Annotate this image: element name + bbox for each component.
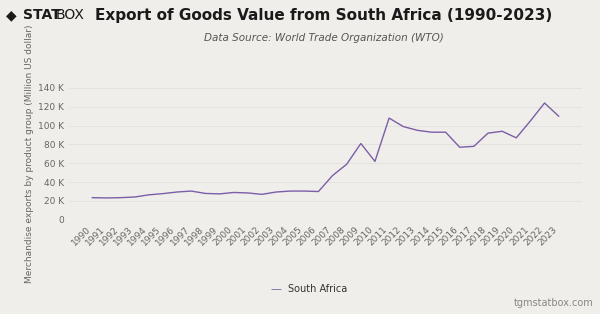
Text: tgmstatbox.com: tgmstatbox.com bbox=[514, 298, 594, 308]
Y-axis label: Merchandise exports by product group (Million US dollar): Merchandise exports by product group (Mi… bbox=[25, 24, 34, 283]
Text: South Africa: South Africa bbox=[288, 284, 347, 294]
Text: STAT: STAT bbox=[23, 8, 61, 22]
Text: Data Source: World Trade Organization (WTO): Data Source: World Trade Organization (W… bbox=[204, 33, 444, 43]
Text: BOX: BOX bbox=[56, 8, 85, 22]
Text: ◆: ◆ bbox=[6, 8, 17, 22]
Text: Export of Goods Value from South Africa (1990-2023): Export of Goods Value from South Africa … bbox=[95, 8, 553, 23]
Text: —: — bbox=[271, 284, 282, 294]
